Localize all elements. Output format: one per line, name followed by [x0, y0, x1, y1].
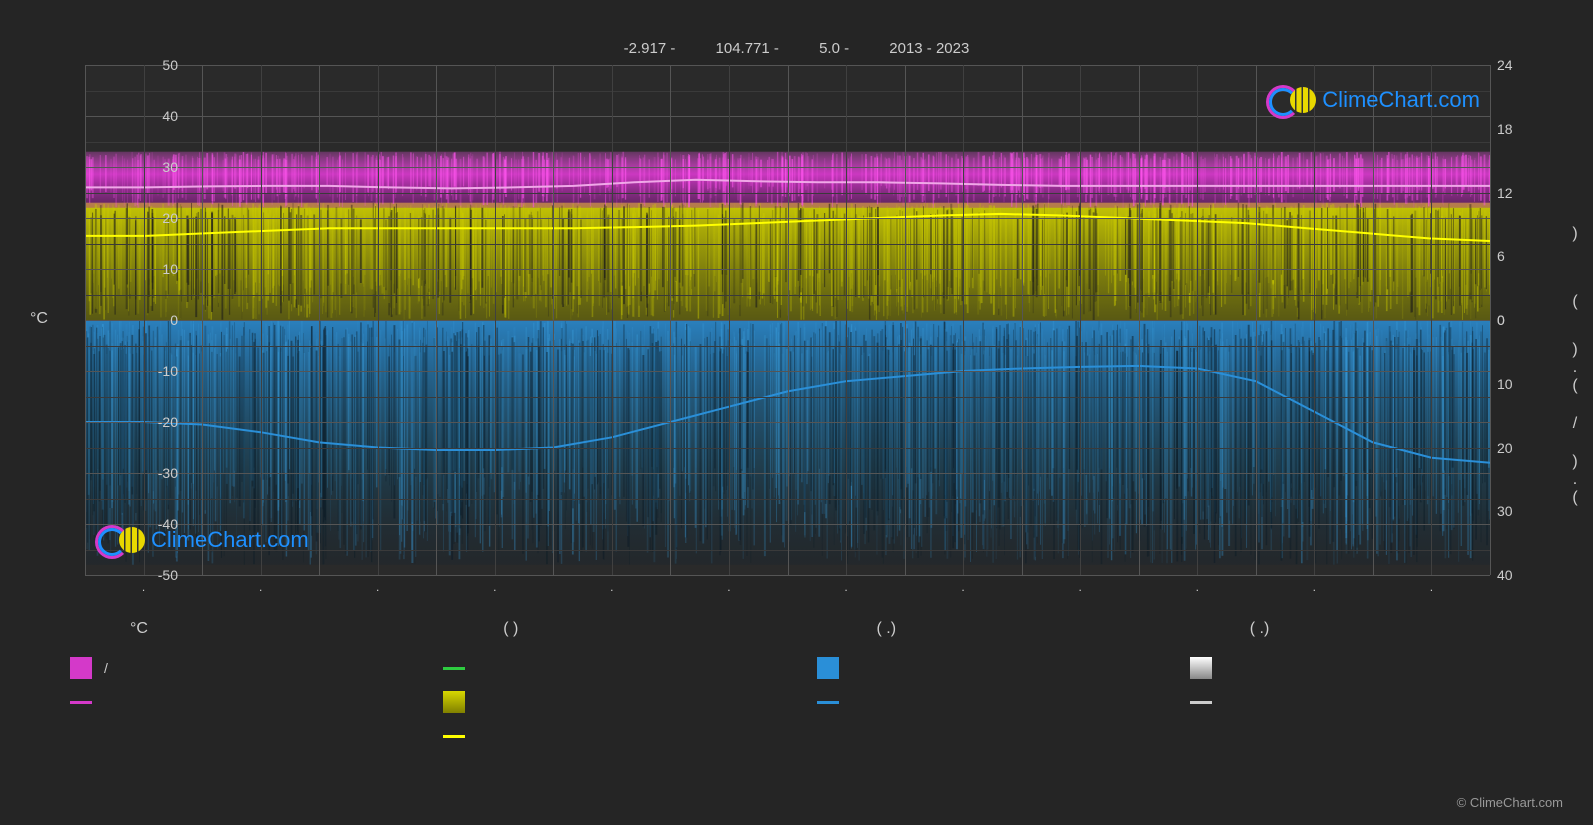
grey-line-swatch	[1190, 701, 1212, 704]
grey-swatch	[1190, 657, 1212, 679]
climate-chart: ClimeChart.com ClimeChart.com	[85, 65, 1490, 575]
right-axis-labels: ) ( ) . ( / ) . (	[1565, 225, 1585, 507]
legend-header-3: ( .)	[797, 620, 1170, 638]
legend-headers: °C ( ) ( .) ( .)	[50, 620, 1543, 638]
y-tick-right-upper: 12	[1497, 185, 1537, 201]
brand-name: ClimeChart.com	[1322, 87, 1480, 113]
legend-col-1: /	[50, 656, 423, 758]
legend-col-4	[1170, 656, 1543, 758]
y-tick-right-lower: 0	[1497, 312, 1537, 328]
watermark-bottom: ClimeChart.com	[95, 525, 309, 555]
y-tick-right-lower: 30	[1497, 503, 1537, 519]
elev-value: 5.0 -	[819, 40, 849, 57]
y-tick-right-lower: 20	[1497, 440, 1537, 456]
legend-header-4: ( .)	[1170, 620, 1543, 638]
plot-area	[85, 65, 1490, 575]
y-tick-right-upper: 18	[1497, 121, 1537, 137]
y-tick-right-lower: 10	[1497, 376, 1537, 392]
y-tick-left: 30	[138, 159, 178, 175]
y-tick-left: -20	[138, 414, 178, 430]
y-tick-left: 10	[138, 261, 178, 277]
watermark-top: ClimeChart.com	[1266, 85, 1480, 115]
sun-swatch	[443, 691, 465, 713]
y-tick-left: -30	[138, 465, 178, 481]
left-axis-title: °C	[30, 310, 48, 328]
year-range: 2013 - 2023	[889, 40, 969, 57]
legend-col-3	[797, 656, 1170, 758]
y-tick-left: -40	[138, 516, 178, 532]
green-line-swatch	[443, 667, 465, 670]
legend-header-temp: °C	[50, 620, 423, 638]
temp-line-swatch	[70, 701, 92, 704]
month-axis: ...... ......	[85, 580, 1490, 594]
y-tick-left: 0	[138, 312, 178, 328]
y-tick-left: 50	[138, 57, 178, 73]
y-tick-right-upper: 6	[1497, 248, 1537, 264]
copyright: © ClimeChart.com	[1457, 795, 1563, 810]
y-tick-left: -50	[138, 567, 178, 583]
y-tick-right-upper: 24	[1497, 57, 1537, 73]
y-tick-left: 20	[138, 210, 178, 226]
legend: °C ( ) ( .) ( .) /	[50, 620, 1543, 758]
temp-swatch	[70, 657, 92, 679]
sun-line-swatch	[443, 735, 465, 738]
y-tick-right-lower: 40	[1497, 567, 1537, 583]
y-tick-left: 40	[138, 108, 178, 124]
logo-icon	[1266, 85, 1296, 115]
legend-header-2: ( )	[423, 620, 796, 638]
logo-icon	[95, 525, 125, 555]
y-tick-left: -10	[138, 363, 178, 379]
precip-swatch	[817, 657, 839, 679]
lon-value: 104.771 -	[716, 40, 779, 57]
chart-header: -2.917 - 104.771 - 5.0 - 2013 - 2023	[0, 40, 1593, 57]
lat-value: -2.917 -	[624, 40, 676, 57]
legend-col-2	[423, 656, 796, 758]
precip-line-swatch	[817, 701, 839, 704]
